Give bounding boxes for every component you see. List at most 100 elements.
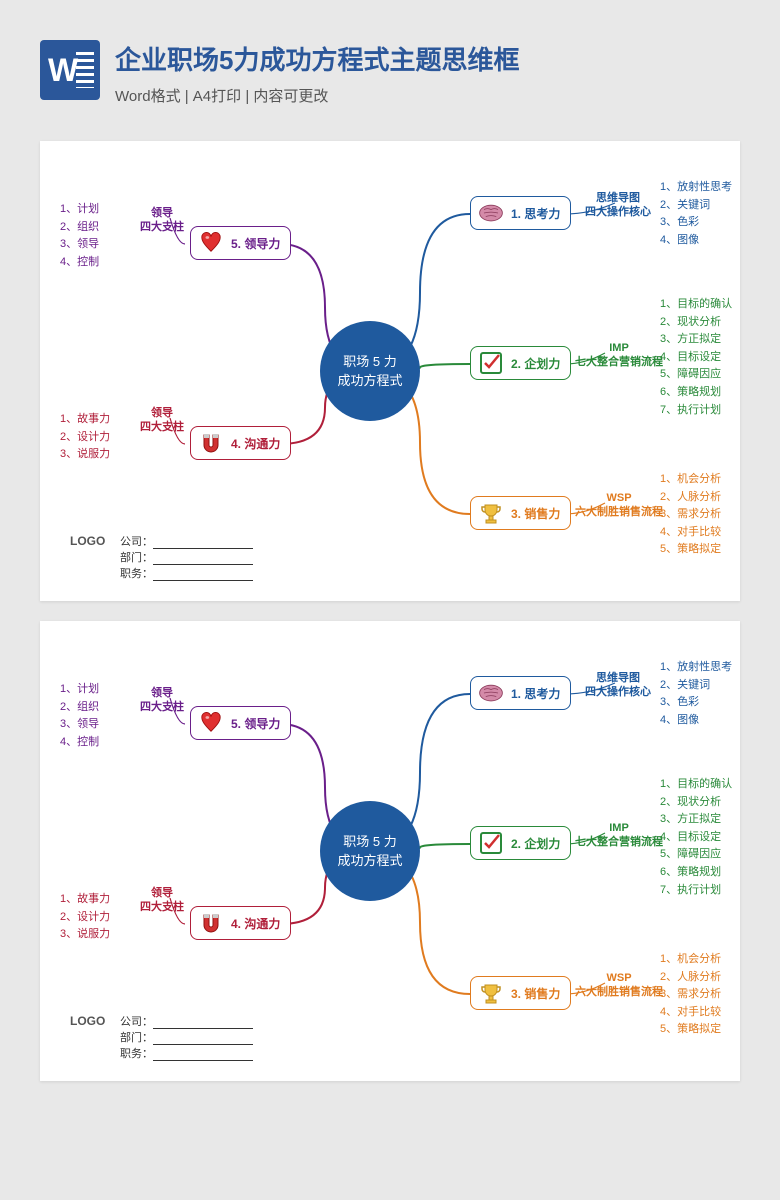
branch-planning: 2. 企划力 [470, 346, 571, 380]
branch-label: 5. 领导力 [231, 235, 280, 252]
list-item: 1、故事力 [60, 891, 110, 909]
item-list-sales: 1、机会分析2、人脉分析3、需求分析4、对手比较5、策略拟定 [660, 951, 721, 1039]
branch-planning: 2. 企划力 [470, 826, 571, 860]
list-item: 2、关键词 [660, 677, 732, 695]
list-item: 3、色彩 [660, 694, 732, 712]
list-item: 5、障碍因应 [660, 846, 732, 864]
list-item: 2、现状分析 [660, 314, 732, 332]
footer-block: LOGO公司： 部门： 职务： [70, 533, 253, 581]
list-item: 5、策略拟定 [660, 1021, 721, 1039]
footer-block: LOGO公司： 部门： 职务： [70, 1013, 253, 1061]
branch-label: 2. 企划力 [511, 355, 560, 372]
footer-field: 部门： [120, 552, 253, 564]
footer-field: 职务： [120, 1048, 253, 1060]
page-header: 企业职场5力成功方程式主题思维框 Word格式 | A4打印 | 内容可更改 [0, 20, 780, 121]
footer-field: 职务： [120, 568, 253, 580]
list-item: 4、控制 [60, 254, 99, 272]
list-item: 4、目标设定 [660, 349, 732, 367]
footer-field: 部门： [120, 1032, 253, 1044]
list-item: 3、说服力 [60, 446, 110, 464]
branch-thinking: 1. 思考力 [470, 196, 571, 230]
list-item: 2、组织 [60, 219, 99, 237]
sub-label-planning: IMP七大整合营销流程 [575, 821, 663, 850]
logo-placeholder: LOGO [70, 534, 120, 548]
list-item: 5、策略拟定 [660, 541, 721, 559]
center-node: 职场 5 力成功方程式 [320, 801, 420, 901]
item-list-planning: 1、目标的确认2、现状分析3、方正拟定4、目标设定5、障碍因应6、策略规划7、执… [660, 296, 732, 419]
item-list-planning: 1、目标的确认2、现状分析3、方正拟定4、目标设定5、障碍因应6、策略规划7、执… [660, 776, 732, 899]
word-icon [40, 40, 100, 100]
list-item: 3、需求分析 [660, 986, 721, 1004]
item-list-leadership: 1、计划2、组织3、领导4、控制 [60, 201, 99, 271]
list-item: 1、计划 [60, 201, 99, 219]
list-item: 1、目标的确认 [660, 296, 732, 314]
sub-label-sales: WSP六大制胜销售流程 [575, 971, 663, 1000]
branch-leadership: 5. 领导力 [190, 226, 291, 260]
list-item: 2、设计力 [60, 909, 110, 927]
sub-label-communication: 领导四大支柱 [140, 406, 184, 435]
center-node: 职场 5 力成功方程式 [320, 321, 420, 421]
sub-label-planning: IMP七大整合营销流程 [575, 341, 663, 370]
list-item: 3、方正拟定 [660, 811, 732, 829]
list-item: 1、放射性思考 [660, 659, 732, 677]
sub-label-leadership: 领导四大支柱 [140, 686, 184, 715]
sub-label-leadership: 领导四大支柱 [140, 206, 184, 235]
list-item: 2、关键词 [660, 197, 732, 215]
branch-sales: 3. 销售力 [470, 496, 571, 530]
list-item: 2、组织 [60, 699, 99, 717]
footer-field: 公司： [120, 1016, 253, 1028]
list-item: 4、对手比较 [660, 524, 721, 542]
list-item: 4、对手比较 [660, 1004, 721, 1022]
list-item: 3、领导 [60, 236, 99, 254]
branch-label: 1. 思考力 [511, 685, 560, 702]
list-item: 1、机会分析 [660, 951, 721, 969]
brain-icon [477, 681, 505, 705]
list-item: 2、现状分析 [660, 794, 732, 812]
check-icon [477, 831, 505, 855]
list-item: 4、图像 [660, 712, 732, 730]
item-list-leadership: 1、计划2、组织3、领导4、控制 [60, 681, 99, 751]
list-item: 2、设计力 [60, 429, 110, 447]
item-list-thinking: 1、放射性思考2、关键词3、色彩4、图像 [660, 659, 732, 729]
sub-label-thinking: 思维导图四大操作核心 [585, 671, 651, 700]
branch-communication: 4. 沟通力 [190, 426, 291, 460]
page-subtitle: Word格式 | A4打印 | 内容可更改 [115, 85, 519, 106]
mindmap-page-2: 职场 5 力成功方程式1. 思考力思维导图四大操作核心1、放射性思考2、关键词3… [40, 621, 740, 1081]
sub-label-sales: WSP六大制胜销售流程 [575, 491, 663, 520]
list-item: 1、放射性思考 [660, 179, 732, 197]
branch-thinking: 1. 思考力 [470, 676, 571, 710]
list-item: 3、方正拟定 [660, 331, 732, 349]
list-item: 5、障碍因应 [660, 366, 732, 384]
list-item: 1、机会分析 [660, 471, 721, 489]
branch-communication: 4. 沟通力 [190, 906, 291, 940]
list-item: 3、领导 [60, 716, 99, 734]
magnet-icon [197, 431, 225, 455]
list-item: 4、图像 [660, 232, 732, 250]
sub-label-thinking: 思维导图四大操作核心 [585, 191, 651, 220]
list-item: 1、目标的确认 [660, 776, 732, 794]
magnet-icon [197, 911, 225, 935]
heart-icon [197, 711, 225, 735]
list-item: 2、人脉分析 [660, 969, 721, 987]
list-item: 4、控制 [60, 734, 99, 752]
list-item: 6、策略规划 [660, 384, 732, 402]
check-icon [477, 351, 505, 375]
header-text: 企业职场5力成功方程式主题思维框 Word格式 | A4打印 | 内容可更改 [115, 40, 519, 106]
list-item: 3、色彩 [660, 214, 732, 232]
trophy-icon [477, 501, 505, 525]
list-item: 7、执行计划 [660, 882, 732, 900]
list-item: 2、人脉分析 [660, 489, 721, 507]
logo-placeholder: LOGO [70, 1014, 120, 1028]
page-title: 企业职场5力成功方程式主题思维框 [115, 40, 519, 77]
item-list-communication: 1、故事力2、设计力3、说服力 [60, 411, 110, 464]
mindmap-page-1: 职场 5 力成功方程式1. 思考力思维导图四大操作核心1、放射性思考2、关键词3… [40, 141, 740, 601]
branch-label: 4. 沟通力 [231, 915, 280, 932]
branch-label: 5. 领导力 [231, 715, 280, 732]
item-list-communication: 1、故事力2、设计力3、说服力 [60, 891, 110, 944]
branch-label: 3. 销售力 [511, 985, 560, 1002]
footer-field: 公司： [120, 536, 253, 548]
list-item: 3、需求分析 [660, 506, 721, 524]
item-list-thinking: 1、放射性思考2、关键词3、色彩4、图像 [660, 179, 732, 249]
trophy-icon [477, 981, 505, 1005]
brain-icon [477, 201, 505, 225]
